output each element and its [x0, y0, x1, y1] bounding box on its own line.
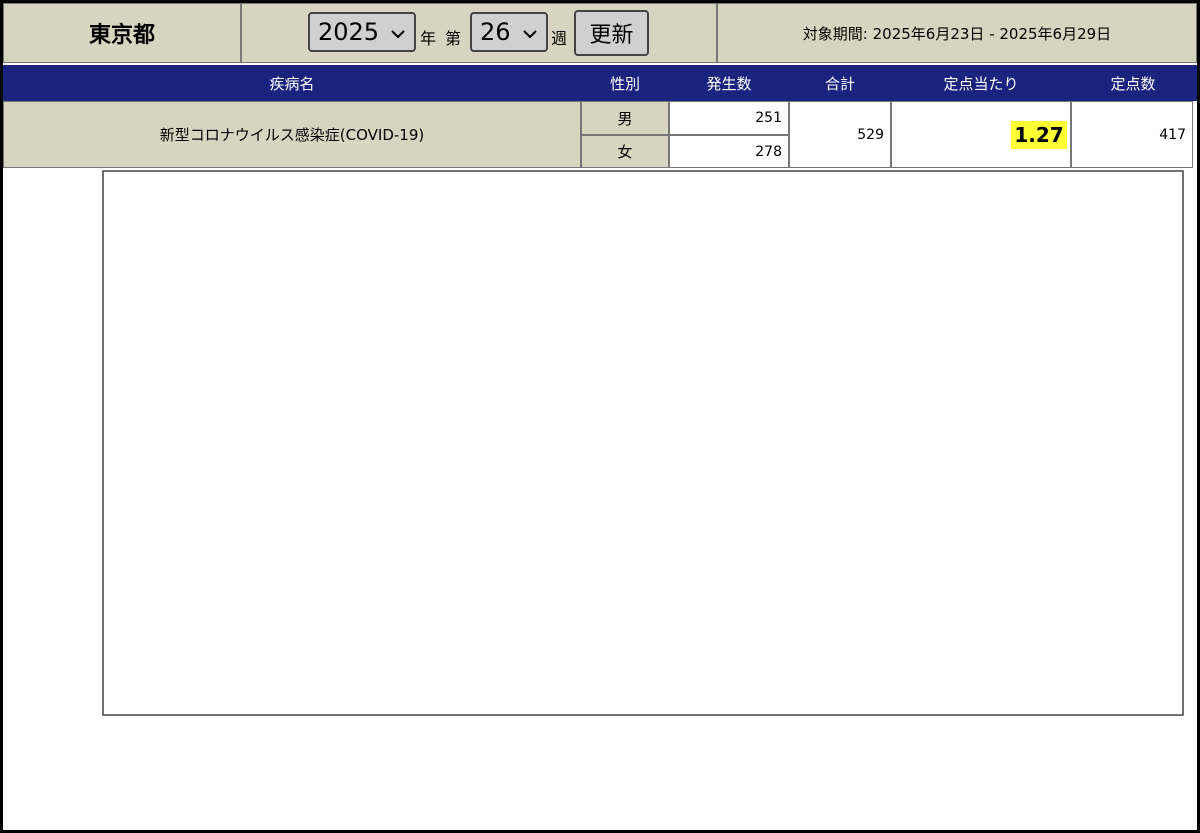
column-header: 性別 [609, 74, 640, 93]
chevron [523, 30, 537, 39]
week-prefix: 第 [445, 29, 462, 48]
update-button[interactable]: 更新 [574, 10, 649, 56]
plot-area [102, 170, 1184, 716]
disease: 新型コロナウイルス感染症(COVID-19) [3, 101, 581, 168]
sentinels: 417 [1071, 101, 1193, 168]
total: 529 [789, 101, 891, 168]
chart [102, 170, 1184, 716]
count: 251 [669, 101, 789, 135]
sex: 男 [581, 101, 669, 135]
period: 対象期間: 2025年6月23日 - 2025年6月29日 [717, 3, 1197, 63]
prefecture: 東京都 [3, 3, 241, 63]
count: 278 [669, 135, 789, 168]
week-select[interactable]: 26 [470, 12, 548, 52]
column-header: 定点当たり [943, 74, 1019, 93]
year-value: 2025 [318, 18, 380, 46]
column-header: 疾病名 [269, 74, 315, 93]
column-header: 合計 [824, 74, 855, 93]
column-header: 発生数 [706, 74, 752, 93]
year-select[interactable]: 2025 01234567891011135791113141618202224… [308, 12, 416, 52]
chevron: 0123456789101113579111314161820222427293… [391, 30, 405, 39]
week-unit: 週 [551, 29, 568, 48]
table-header [3, 65, 1197, 101]
year-unit: 年 [420, 29, 437, 48]
week-value: 26 [480, 18, 511, 46]
column-header: 定点数 [1110, 74, 1156, 93]
sex: 女 [581, 135, 669, 168]
per-sentinel: 1.27 [1011, 121, 1067, 149]
